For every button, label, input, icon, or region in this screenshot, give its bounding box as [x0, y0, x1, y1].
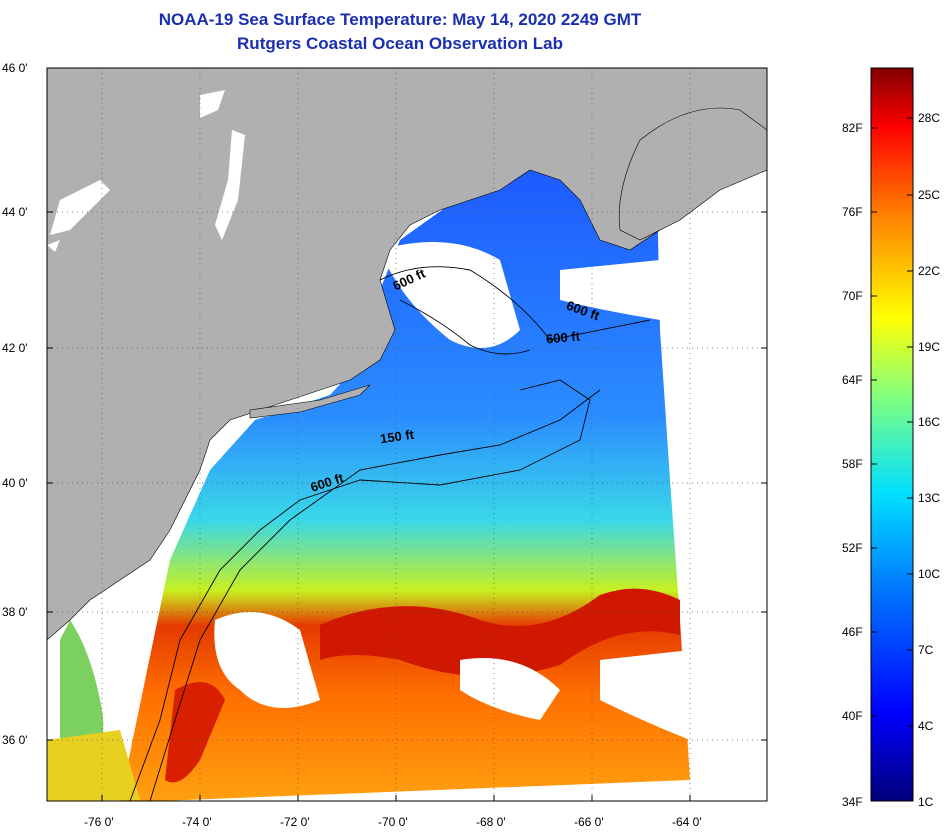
colorbar-c-label: 1C: [918, 795, 934, 809]
colorbar-f-label: 58F: [842, 457, 863, 471]
colorbar-c-label: 28C: [918, 111, 941, 125]
colorbar-f-label: 82F: [842, 121, 863, 135]
colorbar: [870, 67, 914, 802]
lake: [215, 130, 245, 240]
lon-label: -72 0': [280, 815, 310, 829]
cloud-patch: [560, 260, 660, 320]
colorbar-c-label: 7C: [918, 643, 934, 657]
colorbar-ticks: [871, 117, 913, 727]
colorbar-f-label: 40F: [842, 709, 863, 723]
graticule: [47, 68, 767, 801]
lat-label: 36 0': [2, 733, 28, 747]
lon-label: -66 0': [574, 815, 604, 829]
colorbar-c-label: 19C: [918, 340, 941, 354]
map-frame: [46, 67, 768, 802]
colorbar-c-label: 25C: [918, 188, 941, 202]
colorbar-c-label: 4C: [918, 719, 934, 733]
lake: [200, 90, 225, 118]
colorbar-f-label: 34F: [842, 795, 863, 809]
long-island: [249, 384, 371, 419]
colorbar-c-label: 22C: [918, 264, 941, 278]
colorbar-f-label: 70F: [842, 289, 863, 303]
lon-label: -68 0': [476, 815, 506, 829]
cloud-patch: [460, 658, 560, 720]
bathymetry-contours: [129, 266, 651, 801]
cloud-patch: [214, 612, 320, 708]
cloud-patch: [600, 650, 690, 740]
colorbar-f-label: 46F: [842, 625, 863, 639]
lake: [47, 240, 60, 252]
lake: [50, 180, 110, 235]
warm-eddy: [165, 682, 225, 783]
colorbar-c-label: 10C: [918, 567, 941, 581]
coastal-water-south: [47, 730, 140, 801]
colorbar-f-label: 52F: [842, 541, 863, 555]
colorbar-f-label: 76F: [842, 205, 863, 219]
lat-label: 38 0': [2, 605, 28, 619]
lon-label: -64 0': [672, 815, 702, 829]
lat-label: 42 0': [2, 341, 28, 355]
colorbar-f-label: 64F: [842, 373, 863, 387]
title-line-2: Rutgers Coastal Ocean Observation Lab: [237, 34, 563, 53]
lon-label: -74 0': [182, 815, 212, 829]
contour-label: 600 ft: [545, 328, 581, 347]
colorbar-c-label: 13C: [918, 491, 941, 505]
lat-label: 40 0': [2, 476, 28, 490]
lat-label: 44 0': [2, 205, 28, 219]
nova-scotia: [618, 107, 767, 241]
gulf-stream: [320, 588, 680, 677]
lon-label: -70 0': [378, 815, 408, 829]
title-line-1: NOAA-19 Sea Surface Temperature: May 14,…: [158, 10, 642, 29]
lon-label: -76 0': [84, 815, 114, 829]
colorbar-c-label: 16C: [918, 415, 941, 429]
frame-ticks: [47, 211, 767, 801]
lat-label: 46 0': [2, 61, 28, 75]
